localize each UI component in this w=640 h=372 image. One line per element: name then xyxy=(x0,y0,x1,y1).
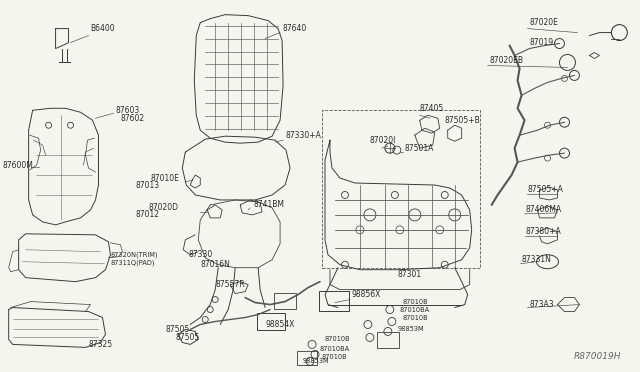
Text: 98853M: 98853M xyxy=(303,358,330,364)
Text: 98856X: 98856X xyxy=(352,290,381,299)
Text: 87320N(TRIM): 87320N(TRIM) xyxy=(111,251,158,258)
Text: 87325: 87325 xyxy=(88,340,113,349)
Text: 873A3: 873A3 xyxy=(529,300,554,309)
Text: 87501A: 87501A xyxy=(405,144,434,153)
Text: 87603: 87603 xyxy=(115,106,140,115)
Text: 87505: 87505 xyxy=(175,333,200,342)
Text: 87505+A: 87505+A xyxy=(527,186,563,195)
Text: 87301: 87301 xyxy=(398,270,422,279)
Text: 87020D: 87020D xyxy=(148,203,179,212)
Text: 87505: 87505 xyxy=(165,325,189,334)
Text: R870019H: R870019H xyxy=(574,352,621,361)
Text: 87010B: 87010B xyxy=(322,355,348,360)
Text: 8741BM: 8741BM xyxy=(253,201,284,209)
Text: 87600M: 87600M xyxy=(3,161,33,170)
Text: 87020I: 87020I xyxy=(370,136,396,145)
Text: 87016N: 87016N xyxy=(200,260,230,269)
Text: 87010B: 87010B xyxy=(403,299,428,305)
Text: 98853M: 98853M xyxy=(398,327,424,333)
Text: 87010BA: 87010BA xyxy=(320,346,350,352)
Text: 87010E: 87010E xyxy=(150,173,179,183)
Bar xyxy=(322,110,479,268)
Text: 87557R: 87557R xyxy=(215,280,245,289)
Text: 87380+A: 87380+A xyxy=(525,227,561,236)
Text: 87010BA: 87010BA xyxy=(400,307,430,312)
Text: 87331N: 87331N xyxy=(522,255,552,264)
Text: 87405: 87405 xyxy=(420,104,444,113)
Text: 87019: 87019 xyxy=(529,38,554,47)
Text: 87010B: 87010B xyxy=(403,314,428,321)
Text: 87505+B: 87505+B xyxy=(445,116,481,125)
Text: 87020E: 87020E xyxy=(529,18,559,27)
Text: 87406MA: 87406MA xyxy=(525,205,562,214)
Text: 87330: 87330 xyxy=(188,250,212,259)
Text: 87602: 87602 xyxy=(120,114,145,123)
Text: 87330+A: 87330+A xyxy=(285,131,321,140)
Text: 87010B: 87010B xyxy=(325,336,351,342)
Text: 87640: 87640 xyxy=(282,24,307,33)
Text: 87020EB: 87020EB xyxy=(490,56,524,65)
Text: B6400: B6400 xyxy=(90,24,115,33)
Text: 87012: 87012 xyxy=(136,211,159,219)
Text: 87311Q(PAD): 87311Q(PAD) xyxy=(111,259,155,266)
Text: 87013: 87013 xyxy=(136,180,159,189)
Text: 98854X: 98854X xyxy=(265,320,294,329)
